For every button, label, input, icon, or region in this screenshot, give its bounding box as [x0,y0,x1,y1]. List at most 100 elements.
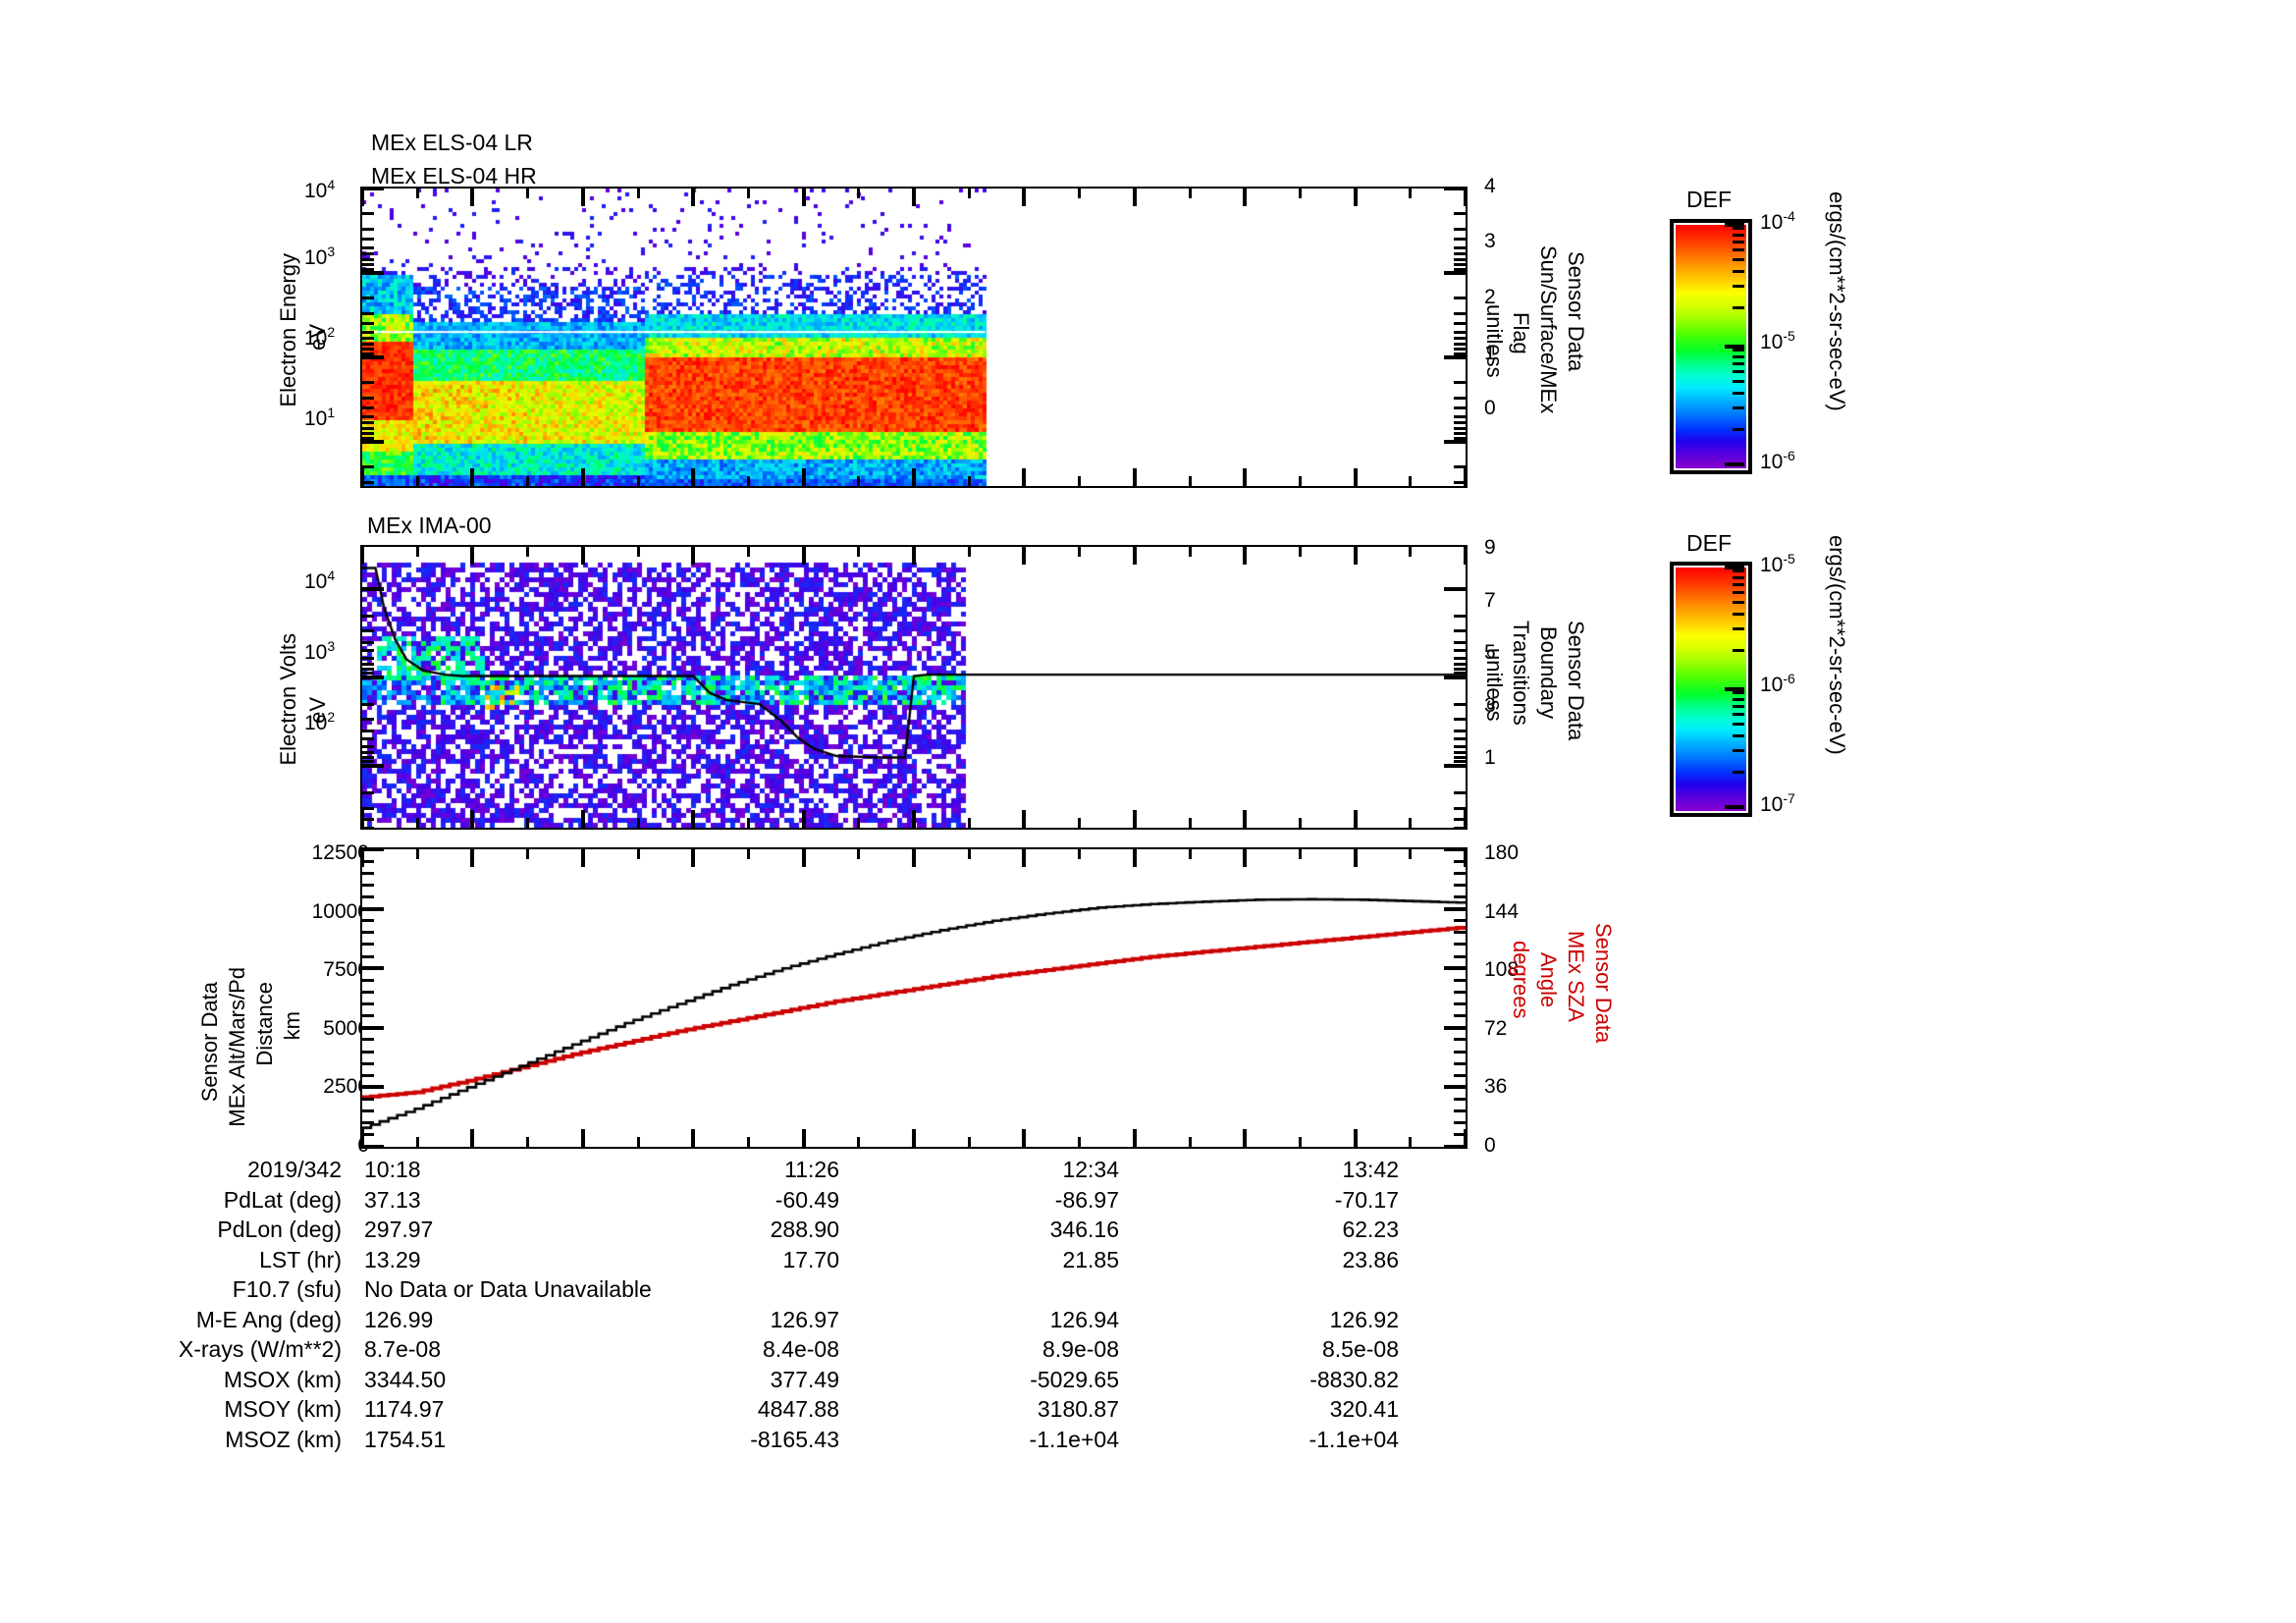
tick-mark [1454,649,1466,653]
tick-mark [1454,1038,1466,1042]
tick-mark [362,906,384,911]
tick-mark [362,847,384,851]
tick-mark [636,818,640,828]
tick-mark [1454,343,1466,347]
panel1-right-axis-source: Sun/Surface/MEx [1536,245,1562,414]
tick-mark [415,818,419,828]
tick-mark [1454,396,1466,400]
tick-mark [362,649,374,653]
tick-mark [857,189,861,198]
tick-mark [360,189,364,206]
tick-mark [470,810,475,828]
panel1-ytick-1e2: 102 [304,324,336,350]
tick-mark [1454,817,1466,821]
panel3-ytick-10000: 10000 [311,900,369,923]
tick-mark [1078,547,1082,557]
tick-mark [801,1129,806,1147]
tick-mark [1454,297,1466,300]
tick-mark [1454,406,1466,410]
tick-mark [857,1137,861,1147]
tick-mark [1733,697,1744,701]
tick-mark [362,343,374,347]
colorbar1-box [1670,219,1752,474]
tick-mark [1454,322,1466,326]
panel3-ytick-0: 0 [302,1134,369,1158]
tick-mark [1078,476,1082,486]
tick-mark [362,806,374,810]
tick-mark [362,1098,374,1102]
tick-mark [1188,547,1192,557]
tick-mark [1444,586,1466,591]
tick-mark [1078,189,1082,198]
table-cell: -8165.43 [750,1426,839,1452]
panel3-right-ytick-72: 72 [1484,1017,1508,1040]
table-cell: -60.49 [774,1186,839,1213]
panel2-ytick-1e2: 102 [304,709,336,734]
panel3-left-axis-units: km [280,1011,304,1041]
table-cell: -1.1e+04 [1029,1426,1119,1452]
tick-mark [912,849,916,867]
tick-mark [1022,189,1027,206]
tick-mark [1444,966,1466,971]
tick-mark [1454,1002,1466,1006]
tick-mark [691,1129,696,1147]
tick-mark [362,267,374,271]
tick-mark [1454,1121,1466,1125]
tick-mark [362,894,374,898]
tick-mark [362,614,374,618]
tick-mark [857,476,861,486]
panel3-line-chart [362,849,1466,1147]
tick-mark [362,1109,374,1113]
tick-mark [1725,345,1744,349]
tick-mark [1733,569,1744,573]
tick-mark [1444,1145,1466,1149]
tick-mark [362,245,374,249]
tick-mark [1132,810,1137,828]
tick-mark [746,547,750,557]
colorbar1-tick-top: 10-4 [1760,208,1795,234]
tick-mark [362,396,374,400]
panel3-right-ytick-108: 108 [1484,958,1520,981]
panel2-right-axis-quantity: Boundary [1536,626,1562,720]
tick-mark [857,849,861,859]
table-cell: 3180.87 [1037,1396,1119,1422]
table-row-label: X-rays (W/m**2) [178,1336,342,1362]
tick-mark [1454,348,1466,352]
tick-mark [362,1025,384,1030]
tick-mark [1733,722,1744,726]
tick-mark [526,1137,530,1147]
panel1-ytick-1e1: 101 [304,405,336,430]
table-cell: 288.90 [770,1217,839,1242]
table-cell: 11:26 [784,1157,839,1182]
table-row-label: MSOX (km) [223,1366,342,1392]
tick-mark [1353,468,1358,486]
tick-mark [526,189,530,198]
tick-mark [1454,859,1466,863]
tick-mark [362,790,374,794]
tick-mark [1733,233,1744,237]
tick-mark [362,755,374,759]
tick-mark [1243,849,1248,867]
tick-mark [526,476,530,486]
tick-mark [967,547,971,557]
colorbar1-units: ergs/(cm**2-sr-sec-eV) [1825,191,1850,411]
tick-mark [362,737,374,741]
tick-mark [636,189,640,198]
panel2-right-ytick-3: 3 [1484,694,1496,717]
tick-mark [362,337,374,341]
tick-mark [362,1073,374,1077]
tick-mark [1454,806,1466,810]
tick-mark [1454,755,1466,759]
colorbar1-tick-bot: 10-6 [1760,448,1795,473]
tick-mark [691,189,696,206]
tick-mark [362,718,374,722]
tick-mark [1454,267,1466,271]
tick-mark [362,702,374,706]
tick-mark [362,931,374,935]
table-cell: 8.7e-08 [364,1336,442,1362]
tick-mark [1454,737,1466,741]
panel3-ytick-2500: 2500 [323,1075,369,1098]
tick-mark [1464,547,1468,565]
tick-mark [360,1129,364,1147]
table-cell: 4847.88 [757,1396,839,1422]
